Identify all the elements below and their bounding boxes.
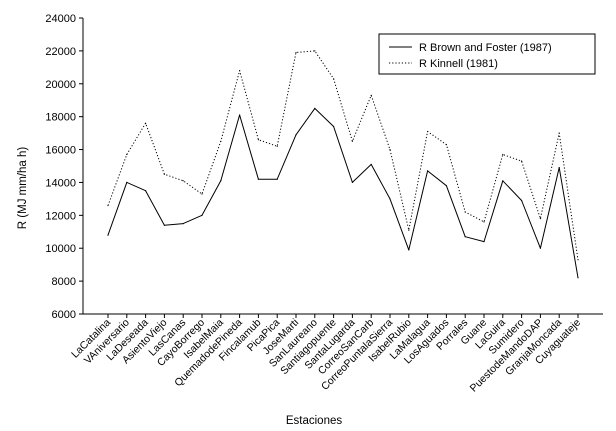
data-point [427, 130, 429, 133]
data-point [427, 170, 429, 172]
data-point [295, 134, 297, 136]
y-tick-label: 12000 [45, 210, 76, 222]
y-tick-label: 18000 [45, 112, 76, 124]
y-tick-label: 14000 [45, 177, 76, 189]
data-point [239, 114, 241, 116]
data-point [107, 204, 109, 207]
data-point [314, 50, 316, 52]
series-line-brown-foster [107, 107, 579, 278]
data-point [539, 247, 542, 249]
legend-label-brown-foster: R Brown and Foster (1987) [419, 42, 552, 54]
data-point [126, 153, 128, 156]
y-tick-label: 6000 [52, 309, 76, 321]
data-point [220, 140, 222, 142]
data-point [577, 259, 579, 261]
data-point [333, 78, 335, 80]
y-tick-label: 24000 [45, 13, 76, 25]
data-point [182, 223, 184, 225]
data-point [389, 198, 391, 200]
data-point [276, 178, 278, 180]
data-point [502, 180, 504, 182]
data-point [464, 211, 466, 213]
data-point [445, 185, 447, 187]
data-point [163, 224, 165, 226]
data-point [483, 241, 485, 243]
y-tick-label: 22000 [45, 46, 76, 58]
data-point [408, 249, 410, 251]
data-point [276, 145, 278, 147]
data-point [464, 236, 466, 238]
y-tick-label: 8000 [52, 276, 76, 288]
y-tick-label: 10000 [45, 243, 76, 255]
data-point [220, 180, 222, 182]
data-point [182, 180, 184, 182]
data-point [408, 229, 410, 231]
data-point [521, 199, 523, 202]
data-point [558, 167, 560, 169]
data-point [126, 181, 128, 183]
data-point [145, 190, 147, 192]
legend: R Brown and Foster (1987) R Kinnell (198… [378, 33, 596, 75]
data-point [257, 178, 259, 180]
data-point [107, 234, 109, 236]
data-point [370, 163, 372, 165]
y-tick-label: 20000 [45, 79, 76, 91]
y-axis-ticks: 6000 8000 10000 12000 14000 16000 18000 20000 22… [45, 13, 83, 321]
data-point [445, 144, 447, 146]
data-point [370, 94, 372, 96]
data-point [314, 107, 316, 109]
data-point [257, 139, 259, 141]
data-point [521, 160, 523, 162]
data-point [163, 173, 165, 175]
series-layer [107, 50, 579, 279]
y-tick-label: 16000 [45, 145, 76, 157]
data-point [558, 132, 560, 134]
legend-box [378, 33, 596, 75]
legend-label-kinnell: R Kinnell (1981) [419, 58, 498, 70]
data-point [539, 218, 542, 220]
data-point [351, 181, 353, 183]
series-line-kinnell [107, 50, 579, 260]
data-point [502, 153, 504, 156]
x-axis-title: Estaciones [286, 415, 343, 427]
data-point [577, 277, 579, 279]
data-point [483, 221, 485, 223]
data-point [333, 125, 335, 128]
y-axis-title: R (MJ mm/ha h) [17, 147, 29, 230]
data-point [239, 70, 241, 72]
data-point [351, 140, 353, 142]
data-point [389, 149, 391, 151]
x-axis-ticks: LaCatalinaVAniversarioLaDeseadaAsientoVi… [69, 314, 583, 394]
data-point [201, 214, 203, 216]
data-point [295, 51, 297, 54]
data-point [145, 122, 147, 124]
data-point [201, 193, 203, 195]
